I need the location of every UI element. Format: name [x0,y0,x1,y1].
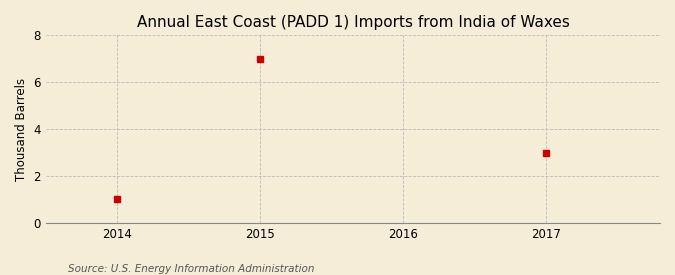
Y-axis label: Thousand Barrels: Thousand Barrels [15,78,28,181]
Title: Annual East Coast (PADD 1) Imports from India of Waxes: Annual East Coast (PADD 1) Imports from … [136,15,570,30]
Text: Source: U.S. Energy Information Administration: Source: U.S. Energy Information Administ… [68,264,314,274]
